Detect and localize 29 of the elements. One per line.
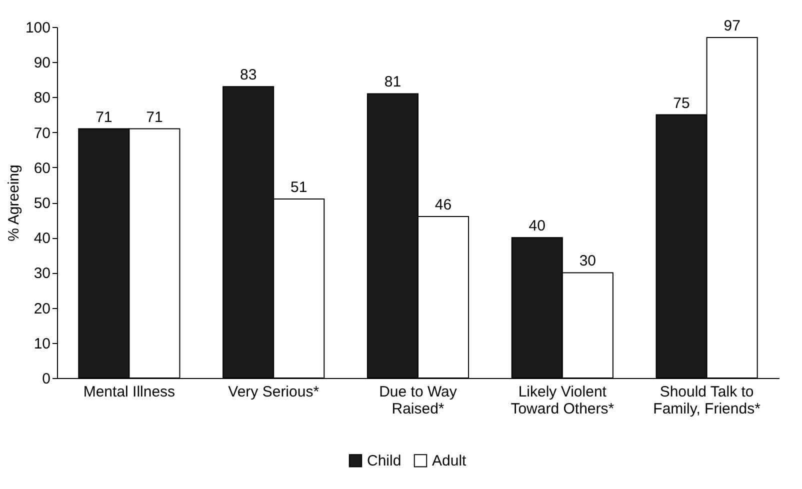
y-tick-label: 50 bbox=[34, 195, 50, 212]
y-axis-title: % Agreeing bbox=[5, 164, 22, 242]
data-label: 46 bbox=[434, 196, 452, 214]
x-tick-label: Likely Violent Toward Others* bbox=[510, 384, 614, 418]
y-tick-label: 0 bbox=[42, 370, 50, 388]
data-label: 71 bbox=[146, 108, 163, 126]
data-label: 81 bbox=[384, 74, 402, 91]
y-tick-label: 20 bbox=[34, 300, 50, 318]
data-label: 51 bbox=[290, 178, 308, 196]
data-label: 97 bbox=[724, 18, 740, 35]
y-tick-label: 60 bbox=[34, 160, 50, 177]
x-tick-label: Mental Illness bbox=[83, 384, 176, 400]
data-label: 30 bbox=[579, 252, 596, 270]
legend-label: Child bbox=[367, 452, 402, 470]
data-label: 75 bbox=[673, 94, 690, 112]
y-tick-label: 100 bbox=[25, 20, 50, 36]
data-label: 71 bbox=[96, 108, 112, 126]
x-tick-label: Should Talk to Family, Friends* bbox=[653, 384, 761, 418]
y-tick-label: 40 bbox=[34, 230, 50, 248]
y-tick-label: 10 bbox=[34, 335, 50, 352]
legend-label: Adult bbox=[432, 452, 468, 470]
data-label: 40 bbox=[528, 218, 546, 235]
y-tick-label: 70 bbox=[34, 124, 50, 142]
y-tick-label: 80 bbox=[34, 90, 50, 107]
x-tick-label: Due to Way Raised* bbox=[379, 384, 458, 418]
data-label: 83 bbox=[240, 66, 257, 84]
y-tick-label: 30 bbox=[34, 265, 50, 282]
x-tick-label: Very Serious* bbox=[228, 384, 320, 400]
y-tick-label: 90 bbox=[34, 54, 50, 72]
